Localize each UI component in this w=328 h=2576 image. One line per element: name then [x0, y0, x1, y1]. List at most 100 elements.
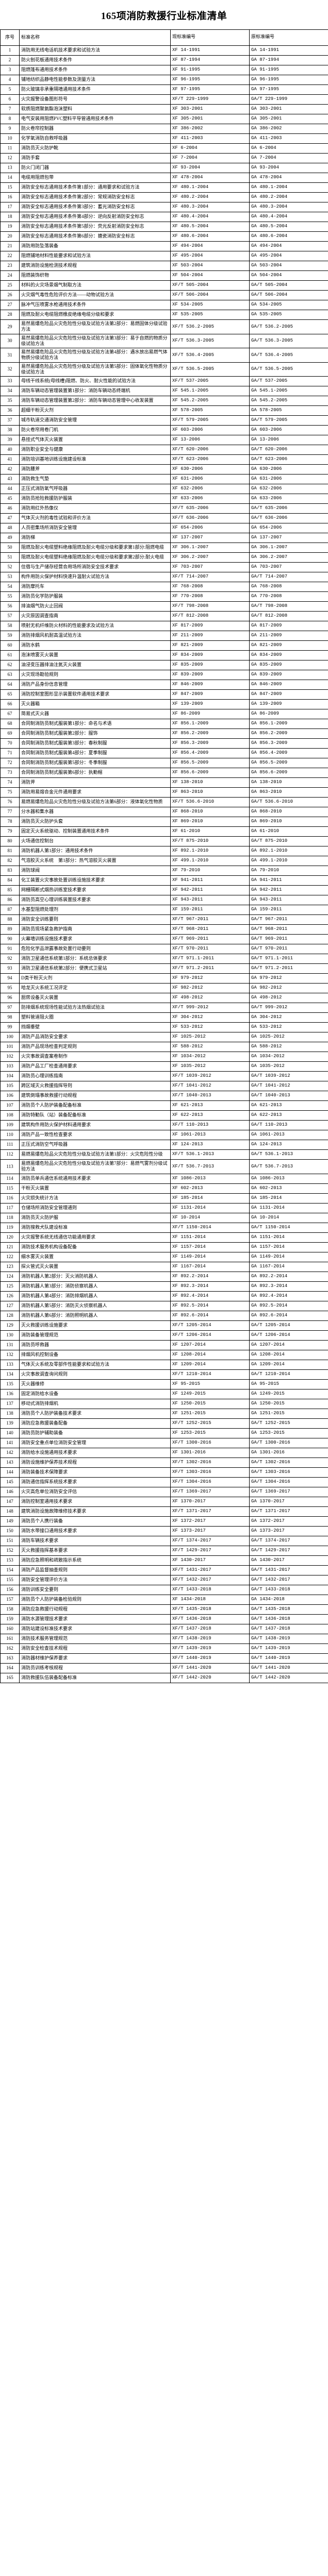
table-row: 153 消防应急照明和疏散指示系统 XF 1430-2017 GA 1430-2017: [0, 1555, 328, 1566]
cell-new-code: XF 856.6-2009: [170, 768, 250, 778]
cell-standard-name: 排烟风机控制设备: [19, 1349, 171, 1360]
table-row: 22 阻燃铺地材料性能要求和试验方法 XF 495-2004 GA 495-2004: [0, 251, 328, 261]
cell-new-code: XF 480.5-2004: [170, 222, 250, 232]
cell-no: 129: [0, 1320, 20, 1331]
cell-standard-name: 合同制消防员制式服装第3部分：春秋制服: [19, 738, 171, 749]
cell-old-code: GA/T 623-2006: [249, 454, 328, 465]
cell-no: 137: [0, 1398, 20, 1409]
cell-new-code: XF/T 971.1-2011: [170, 954, 250, 964]
cell-old-code: GA 494-2004: [249, 241, 328, 251]
cell-no: 110: [0, 1130, 20, 1140]
cell-old-code: GA/T 1210-2014: [249, 1369, 328, 1380]
column-header-no: 序号: [0, 29, 20, 46]
cell-standard-name: 消防安全标志通用技术条件第3部分：蓄光消防安全标志: [19, 202, 171, 212]
table-row: 17 消防安全标志通用技术条件第3部分：蓄光消防安全标志 XF 480.3-2004…: [0, 202, 328, 212]
cell-no: 70: [0, 738, 20, 749]
table-row: 134 火灾事故调查询问规则 XF/T 1210-2014 GA/T 1210-201…: [0, 1369, 328, 1380]
cell-old-code: GA 1250-2015: [249, 1398, 328, 1409]
cell-new-code: XF 633-2006: [170, 494, 250, 504]
cell-new-code: XF 499.1-2010: [170, 856, 250, 866]
table-row: 49 消防梯 XF 137-2007 GA 137-2007: [0, 533, 328, 543]
cell-standard-name: 消防应急救援行动规程: [19, 1604, 171, 1615]
cell-old-code: GA/T 812-2008: [249, 611, 328, 621]
cell-new-code: XF 602-2013: [170, 1183, 250, 1194]
cell-new-code: XF/T 1441-2020: [170, 1663, 250, 1673]
table-row: 165 消防救援队伍装备配备标准 XF/T 1442-2020 GA/T 1442-2…: [0, 1672, 328, 1683]
cell-standard-name: 消防安全标志通用技术条件第2部分：常规消防安全标志: [19, 192, 171, 202]
cell-no: 157: [0, 1594, 20, 1605]
table-row: 31 易然易爆危险品火灾危险性分级及试验方法第4部分：遇水放出易燃气体物质分级试验…: [0, 348, 328, 363]
cell-standard-name: 灭火救援指挥基本要求: [19, 1545, 171, 1556]
cell-old-code: GA 480.1-2004: [249, 182, 328, 193]
table-row: 41 消防培训基地训练设施建设标准 XF/T 623-2006 GA/T 623-20…: [0, 454, 328, 465]
cell-old-code: GA 411-2003: [249, 133, 328, 144]
cell-no: 91: [0, 944, 20, 954]
cell-new-code: XF 1207-2014: [170, 1340, 250, 1350]
cell-old-code: GA/T 536.5-2005: [249, 362, 328, 377]
cell-new-code: XF 839-2009: [170, 670, 250, 680]
cell-no: 73: [0, 768, 20, 778]
cell-old-code: GA 545.1-2005: [249, 386, 328, 396]
column-header-standard-name: 标准名称: [19, 29, 171, 46]
cell-new-code: XF 87-1994: [170, 55, 250, 65]
cell-standard-name: 消防机器人第5部分：消防灭火侦察机器人: [19, 1300, 171, 1311]
cell-standard-name: 易然易爆危险品火灾危险性分级及试验方法第4部分：遇水放出易燃气体物质分级试验方法: [19, 348, 171, 363]
cell-new-code: XF/T 1205-2014: [170, 1320, 250, 1331]
cell-new-code: XF 979-2012: [170, 973, 250, 984]
cell-old-code: GA 1370-2017: [249, 1496, 328, 1507]
cell-old-code: GA 13-2006: [249, 435, 328, 445]
cell-standard-name: 消防员训练考核规程: [19, 1663, 171, 1673]
cell-standard-name: 油浸变压器排油注氮灭火装置: [19, 660, 171, 670]
cell-standard-name: 消防产品监督抽查规则: [19, 1565, 171, 1575]
cell-old-code: GA 942-2011: [249, 885, 328, 895]
cell-new-code: XF 1250-2015: [170, 1398, 250, 1409]
cell-old-code: GA/T 536.1-2013: [249, 1149, 328, 1160]
cell-standard-name: 消防救援队伍装备配备标准: [19, 1672, 171, 1683]
column-header-old-code: 原标准编号: [249, 29, 328, 46]
cell-standard-name: 灭火器维修: [19, 1379, 171, 1389]
cell-new-code: XF 10-2014: [170, 1212, 250, 1223]
cell-no: 10: [0, 133, 20, 144]
cell-old-code: GA 97-1995: [249, 84, 328, 95]
cell-no: 145: [0, 1477, 20, 1487]
cell-old-code: GA 1434-2018: [249, 1594, 328, 1605]
table-row: 159 消防水源管理技术要求 XF/T 1436-2018 GA/T 1436-201…: [0, 1614, 328, 1624]
cell-no: 82: [0, 856, 20, 866]
cell-old-code: GA 1167-2014: [249, 1261, 328, 1272]
cell-old-code: GA 10-2014: [249, 1212, 328, 1223]
cell-old-code: GA/T 536.7-2013: [249, 1159, 328, 1174]
cell-new-code: XF 1167-2014: [170, 1261, 250, 1272]
cell-standard-name: 阻燃装饰织物: [19, 270, 171, 281]
cell-no: 64: [0, 680, 20, 690]
cell-no: 71: [0, 748, 20, 758]
cell-no: 66: [0, 699, 20, 709]
cell-no: 40: [0, 445, 20, 455]
cell-standard-name: 消防员灭火防护靴: [19, 143, 171, 154]
cell-old-code: GA/T 1429-2017: [249, 1545, 328, 1556]
cell-new-code: XF 817-2009: [170, 621, 250, 631]
cell-no: 135: [0, 1379, 20, 1389]
table-row: 54 消防摩托车 XF 768-2008 GA 768-2008: [0, 582, 328, 592]
cell-new-code: XF/T 1041-2012: [170, 1081, 250, 1091]
table-row: 23 建筑消防设施检测技术规程 XF 503-2004 GA 503-2004: [0, 261, 328, 271]
cell-old-code: GA 93-2004: [249, 163, 328, 173]
cell-standard-name: 挡烟垂壁: [19, 1022, 171, 1032]
cell-standard-name: 消防产品一致性检查要求: [19, 1130, 171, 1140]
table-row: 163 消防器材维护保养要求 XF/T 1440-2019 GA/T 1440-201…: [0, 1653, 328, 1664]
cell-standard-name: 消防水带接口通用技术要求: [19, 1526, 171, 1536]
table-row: 142 消防给水设施通用技术要求 XF 1301-2016 GA 1301-2016: [0, 1447, 328, 1458]
cell-standard-name: 消防员灭火防护头套: [19, 817, 171, 827]
cell-standard-name: 消防控制室图形显示装置软件通用技术要求: [19, 689, 171, 700]
table-row: 64 消防产品身份信息管理 XF 846-2009 GA 846-2009: [0, 680, 328, 690]
table-row: 138 消防员个人防护装备技术要求 XF 1251-2015 GA 1251-2015: [0, 1408, 328, 1419]
cell-no: 15: [0, 182, 20, 193]
cell-new-code: XF/T 636-2006: [170, 513, 250, 523]
table-row: 51 阻燃及耐火电缆塑料绝缘阻燃及耐火电缆分级和要求第2部分:耐火电缆 XF 306…: [0, 552, 328, 563]
cell-new-code: XF 821-2009: [170, 640, 250, 651]
cell-old-code: GA/T 1304-2016: [249, 1477, 328, 1487]
cell-old-code: GA 504-2004: [249, 270, 328, 281]
cell-no: 143: [0, 1457, 20, 1468]
cell-old-code: GA/T 1205-2014: [249, 1320, 328, 1331]
cell-new-code: XF/T 536.1-2013: [170, 1149, 250, 1160]
table-row: 105 跨区域灭火救援指挥导则 XF/T 1041-2012 GA/T 1041-20…: [0, 1081, 328, 1091]
